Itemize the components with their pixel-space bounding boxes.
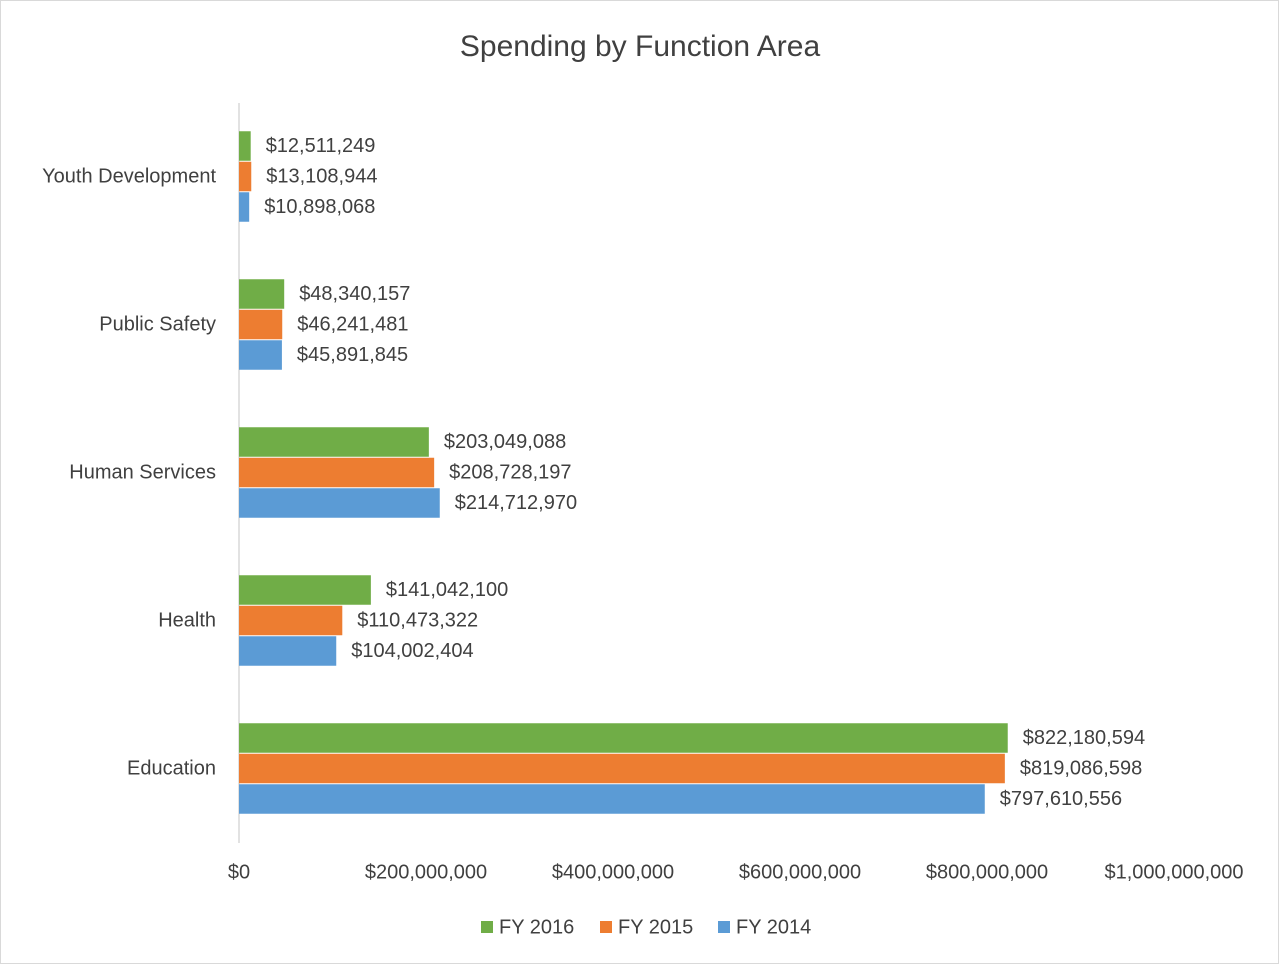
bar (239, 161, 252, 192)
data-label: $12,511,249 (266, 135, 376, 157)
bar (239, 575, 371, 605)
y-tick-label: Health (158, 609, 216, 631)
data-label: $104,002,404 (351, 640, 473, 662)
bar (239, 457, 435, 488)
data-label: $110,473,322 (357, 609, 478, 631)
data-label: $214,712,970 (455, 492, 577, 514)
legend-swatch (481, 921, 493, 933)
data-label: $10,898,068 (264, 196, 375, 218)
data-label: $48,340,157 (299, 283, 410, 305)
x-tick-label: $600,000,000 (739, 861, 861, 883)
legend-swatch (600, 921, 612, 933)
bar (239, 131, 251, 161)
y-tick-label: Public Safety (99, 313, 216, 335)
data-label: $45,891,845 (297, 344, 408, 366)
legend-label: FY 2016 (499, 916, 574, 938)
data-label: $797,610,556 (1000, 788, 1122, 810)
bar (239, 309, 283, 340)
data-label: $208,728,197 (449, 461, 571, 483)
bar (239, 279, 285, 309)
bar (239, 753, 1005, 784)
x-tick-label: $400,000,000 (552, 861, 674, 883)
y-tick-label: Youth Development (42, 165, 216, 187)
x-tick-label: $1,000,000,000 (1104, 861, 1243, 883)
data-label: $819,086,598 (1020, 757, 1142, 779)
y-tick-label: Human Services (69, 461, 216, 483)
bar (239, 427, 429, 457)
bar (239, 784, 985, 814)
bar (239, 605, 343, 636)
bar (239, 723, 1008, 753)
x-tick-label: $200,000,000 (365, 861, 487, 883)
legend-swatch (718, 921, 730, 933)
bar (239, 340, 282, 370)
data-label: $13,108,944 (266, 165, 377, 187)
chart-title: Spending by Function Area (460, 30, 821, 63)
data-label: $46,241,481 (297, 313, 408, 335)
y-tick-label: Education (127, 757, 216, 779)
data-label: $203,049,088 (444, 431, 566, 453)
legend-label: FY 2014 (736, 916, 811, 938)
bar (239, 192, 250, 222)
data-label: $141,042,100 (386, 579, 508, 601)
legend-label: FY 2015 (618, 916, 693, 938)
bar (239, 636, 337, 666)
x-tick-label: $0 (228, 861, 250, 883)
x-tick-label: $800,000,000 (926, 861, 1048, 883)
bar (239, 488, 440, 518)
data-label: $822,180,594 (1023, 727, 1145, 749)
